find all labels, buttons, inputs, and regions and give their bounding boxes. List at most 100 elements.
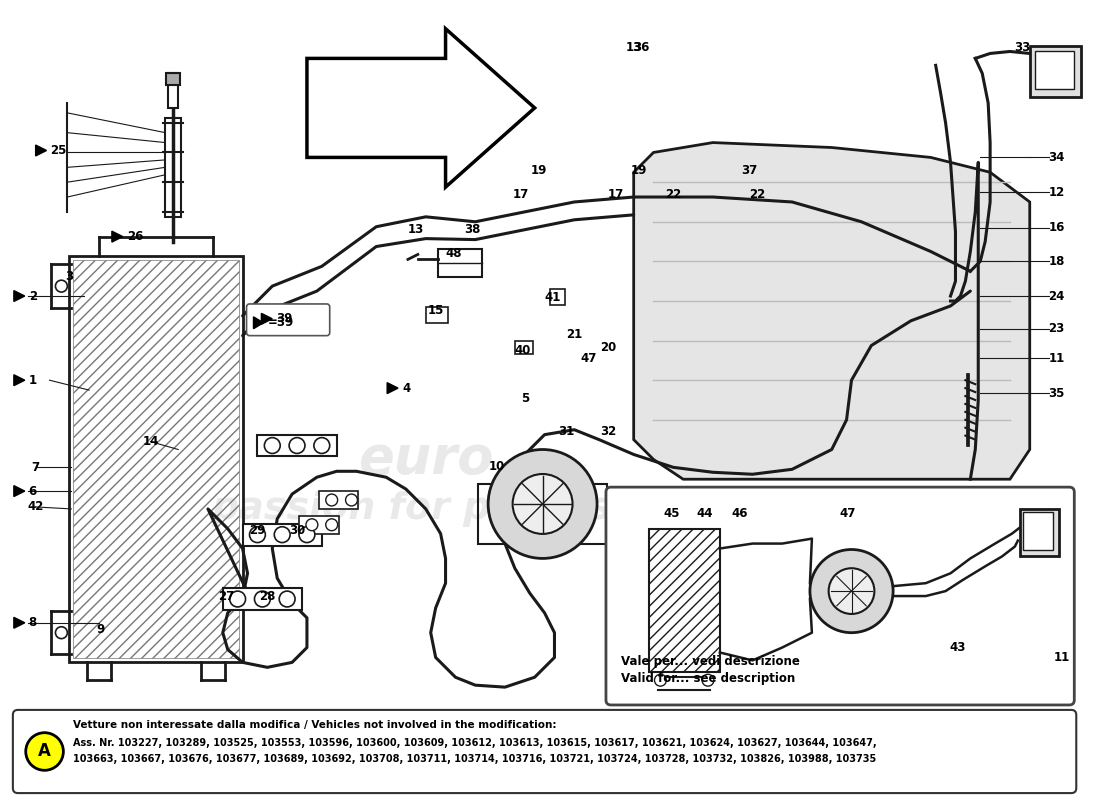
Text: 48: 48	[446, 247, 462, 260]
Bar	[550, 289, 565, 305]
Bar	[165, 118, 182, 217]
Text: 41: 41	[544, 290, 561, 303]
Bar	[649, 529, 719, 672]
Circle shape	[702, 674, 714, 686]
Circle shape	[55, 626, 67, 638]
Text: 24: 24	[1048, 290, 1065, 302]
Circle shape	[299, 526, 315, 542]
Text: 10: 10	[488, 460, 505, 473]
Text: 15: 15	[428, 304, 443, 318]
Circle shape	[274, 526, 290, 542]
Polygon shape	[14, 486, 25, 497]
Polygon shape	[112, 231, 123, 242]
Text: 13: 13	[408, 223, 424, 236]
Polygon shape	[35, 145, 46, 156]
Text: 47: 47	[839, 507, 856, 520]
Text: 30: 30	[289, 524, 305, 537]
Circle shape	[513, 474, 572, 534]
Bar	[257, 434, 337, 457]
Text: 47: 47	[580, 352, 596, 365]
Text: 14: 14	[142, 435, 158, 448]
Circle shape	[488, 450, 597, 558]
Bar	[168, 83, 178, 108]
Text: 33: 33	[1014, 41, 1030, 54]
Text: A: A	[39, 742, 51, 761]
Text: 46: 46	[732, 507, 748, 520]
Text: 11: 11	[1048, 352, 1065, 365]
Text: 36: 36	[634, 41, 650, 54]
Bar	[426, 307, 448, 322]
Polygon shape	[14, 618, 25, 628]
Polygon shape	[634, 142, 1030, 479]
Text: 29: 29	[250, 524, 265, 537]
Text: 19: 19	[630, 164, 647, 177]
Text: Ass. Nr. 103227, 103289, 103525, 103553, 103596, 103600, 103609, 103612, 103613,: Ass. Nr. 103227, 103289, 103525, 103553,…	[74, 738, 877, 747]
Text: Vetture non interessate dalla modifica / Vehicles not involved in the modificati: Vetture non interessate dalla modifica /…	[74, 720, 557, 730]
Bar	[1030, 46, 1081, 97]
Circle shape	[250, 526, 265, 542]
Text: euro: euro	[358, 434, 494, 486]
Circle shape	[55, 280, 67, 292]
Bar	[478, 484, 607, 543]
Circle shape	[254, 591, 271, 607]
Text: 21: 21	[566, 328, 582, 341]
Text: 13: 13	[626, 41, 641, 54]
Circle shape	[345, 494, 358, 506]
Bar	[1035, 51, 1075, 89]
Text: =39: =39	[267, 316, 294, 330]
Circle shape	[654, 674, 667, 686]
Text: 9: 9	[97, 623, 106, 636]
Text: 44: 44	[696, 507, 713, 520]
Bar	[1020, 509, 1059, 557]
Text: 103663, 103667, 103676, 103677, 103689, 103692, 103708, 103711, 103714, 103716, : 103663, 103667, 103676, 103677, 103689, …	[74, 754, 877, 764]
Text: 17: 17	[607, 187, 624, 201]
Circle shape	[810, 550, 893, 633]
Circle shape	[289, 438, 305, 454]
Text: 31: 31	[558, 425, 574, 438]
Text: 7: 7	[32, 461, 40, 474]
Text: 39: 39	[276, 312, 293, 326]
Circle shape	[314, 438, 330, 454]
Circle shape	[264, 438, 280, 454]
Text: 27: 27	[218, 590, 234, 602]
Polygon shape	[262, 314, 273, 324]
Text: 11: 11	[1054, 651, 1069, 664]
FancyBboxPatch shape	[246, 304, 330, 336]
Circle shape	[279, 591, 295, 607]
Text: 28: 28	[260, 590, 275, 602]
Text: 5: 5	[520, 391, 529, 405]
Polygon shape	[253, 317, 263, 329]
Text: passion for parts since: passion for parts since	[211, 491, 700, 527]
Bar	[166, 74, 180, 85]
FancyBboxPatch shape	[606, 487, 1075, 705]
Text: 22: 22	[666, 187, 681, 201]
Text: 16: 16	[1048, 222, 1065, 234]
Text: 19: 19	[530, 164, 547, 177]
Circle shape	[326, 519, 338, 530]
Polygon shape	[14, 290, 25, 302]
Text: 17: 17	[513, 187, 529, 201]
Text: 37: 37	[741, 164, 758, 177]
Bar	[319, 491, 359, 509]
Bar	[438, 250, 482, 278]
Text: 32: 32	[600, 425, 616, 438]
Text: 26: 26	[126, 230, 143, 243]
Text: 4: 4	[402, 382, 410, 394]
Polygon shape	[14, 374, 25, 386]
Bar	[1023, 512, 1053, 550]
Text: 23: 23	[1048, 322, 1065, 335]
Circle shape	[230, 591, 245, 607]
Text: 20: 20	[600, 341, 616, 354]
Bar	[243, 524, 322, 546]
Polygon shape	[307, 29, 535, 187]
Bar	[515, 341, 532, 354]
Text: 1: 1	[29, 374, 36, 386]
Text: 40: 40	[515, 344, 531, 357]
Circle shape	[25, 733, 64, 770]
Text: 43: 43	[949, 641, 966, 654]
Text: 2: 2	[29, 290, 36, 302]
FancyBboxPatch shape	[13, 710, 1076, 793]
Text: 22: 22	[749, 187, 766, 201]
Text: Vale per... vedi descrizione: Vale per... vedi descrizione	[620, 655, 800, 668]
Polygon shape	[387, 382, 398, 394]
